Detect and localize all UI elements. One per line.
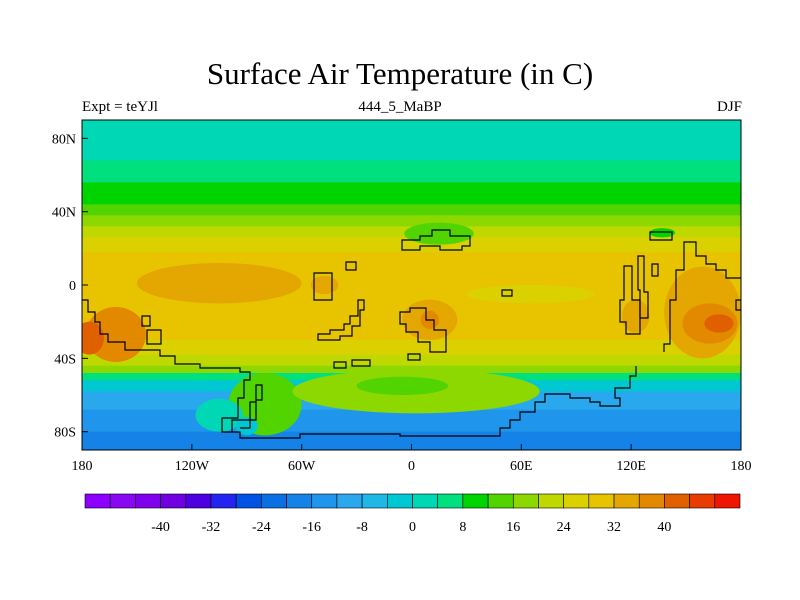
colorbar: -40 -32 -24 -16 -8 0 8 16 24 32 40	[84, 493, 741, 535]
coastline-island-2	[141, 315, 151, 327]
y-tick-label-3: 40S	[54, 352, 76, 367]
colorbar-box-9	[311, 493, 338, 509]
land-patch-2	[356, 376, 449, 396]
warm-region-9	[136, 263, 302, 304]
coastline-southern-continent	[82, 299, 637, 439]
colorbar-box-12	[387, 493, 413, 509]
contour-band-4	[82, 193, 741, 205]
colorbar-label-0: -40	[151, 520, 170, 535]
x-tick-label-6: 180	[731, 459, 752, 474]
coastline-island-6	[345, 261, 357, 271]
coastline-island-1	[146, 329, 162, 345]
x-tick-label-2: 60W	[288, 459, 316, 474]
coastline-island-5	[351, 359, 371, 367]
land-patch-3	[404, 222, 474, 245]
contour-band-0	[82, 120, 741, 161]
coastline-island-3	[313, 272, 333, 301]
warm-region-5	[622, 299, 650, 333]
colorbar-box-3	[160, 493, 187, 509]
warm-region-2	[310, 275, 339, 295]
coastline-east-strip-2	[637, 255, 649, 319]
contour-band-5	[82, 204, 741, 216]
colorbar-label-1: -32	[202, 520, 221, 535]
colorbar-box-2	[135, 493, 161, 509]
coastline-eastern-continent	[663, 241, 741, 352]
colorbar-box-17	[512, 493, 539, 509]
colorbar-label-8: 24	[557, 520, 571, 535]
colorbar-label-6: 8	[459, 520, 466, 535]
colorbar-label-3: -16	[302, 520, 321, 535]
run-label: 444_5_MaBP	[358, 99, 442, 115]
colorbar-box-4	[185, 493, 212, 509]
coastline-east-edge-island	[735, 299, 741, 311]
colorbar-label-4: -8	[356, 520, 368, 535]
coastline-east-strip	[619, 265, 641, 335]
colorbar-box-14	[437, 493, 464, 509]
coastline-east-northern	[649, 231, 673, 241]
coastline-central-continent	[399, 307, 447, 353]
warm-region-1	[82, 321, 104, 355]
warm-region-8	[704, 314, 734, 333]
y-tick-label-0: 80N	[52, 132, 76, 147]
contour-band-1	[82, 160, 741, 172]
colorbar-box-20	[588, 493, 615, 509]
contour-band-10	[82, 340, 741, 356]
land-patch-6	[235, 417, 258, 436]
colorbar-box-0	[84, 493, 111, 509]
colorbar-box-24	[689, 493, 716, 509]
land-patch-4	[649, 228, 676, 238]
coastline-inner-bay	[231, 384, 263, 432]
x-tick-label-0: 180	[72, 459, 93, 474]
colorbar-box-13	[412, 493, 438, 509]
y-tick-label-2: 0	[69, 279, 76, 294]
y-tick-label-1: 40N	[52, 206, 76, 221]
colorbar-label-9: 32	[607, 520, 621, 535]
colorbar-label-7: 16	[506, 520, 520, 535]
colorbar-box-6	[235, 493, 262, 509]
warm-region-10	[466, 285, 595, 304]
coastline-layer	[82, 229, 741, 439]
x-tick-label-3: 0	[408, 459, 415, 474]
contour-fill-layer	[82, 120, 741, 450]
x-tick-label-4: 60E	[510, 459, 533, 474]
contour-band-2	[82, 171, 741, 183]
colorbar-box-18	[538, 493, 564, 509]
x-axis: 180 120W 60W 0 60E 120E 180	[72, 444, 752, 474]
contour-band-6	[82, 215, 741, 227]
colorbar-box-10	[336, 493, 363, 509]
contour-band-17	[82, 431, 741, 450]
coastline-east-island	[651, 263, 659, 277]
colorbar-box-1	[109, 493, 136, 509]
contour-band-8	[82, 237, 741, 253]
season-label: DJF	[716, 99, 742, 115]
contour-band-3	[82, 182, 741, 194]
colorbar-box-23	[664, 493, 690, 509]
colorbar-box-15	[462, 493, 489, 509]
colorbar-label-5: 0	[409, 520, 416, 535]
colorbar-label-2: -24	[252, 520, 271, 535]
colorbar-box-25	[714, 493, 741, 509]
colorbar-label-10: 40	[657, 520, 671, 535]
coastline-tropical-landmass	[317, 299, 365, 341]
x-tick-label-1: 120W	[175, 459, 210, 474]
experiment-label: Expt = teYJl	[82, 99, 158, 115]
y-axis: 80N 40N 0 40S 80S	[52, 132, 88, 441]
land-patch-5	[195, 398, 244, 432]
colorbar-box-22	[638, 493, 665, 509]
x-tick-label-5: 120E	[616, 459, 646, 474]
coastline-northern-landmass	[401, 229, 471, 251]
colorbar-box-21	[613, 493, 640, 509]
colorbar-box-16	[487, 493, 514, 509]
colorbar-box-19	[563, 493, 590, 509]
colorbar-box-11	[361, 493, 388, 509]
coastline-island-8	[501, 289, 513, 297]
y-tick-label-4: 80S	[54, 426, 76, 441]
map-title: Surface Air Temperature (in C)	[206, 56, 594, 91]
colorbar-box-8	[286, 493, 313, 509]
colorbar-box-5	[210, 493, 237, 509]
coastline-island-4	[333, 361, 347, 369]
coastline-island-7	[407, 353, 421, 361]
colorbar-box-7	[261, 493, 287, 509]
